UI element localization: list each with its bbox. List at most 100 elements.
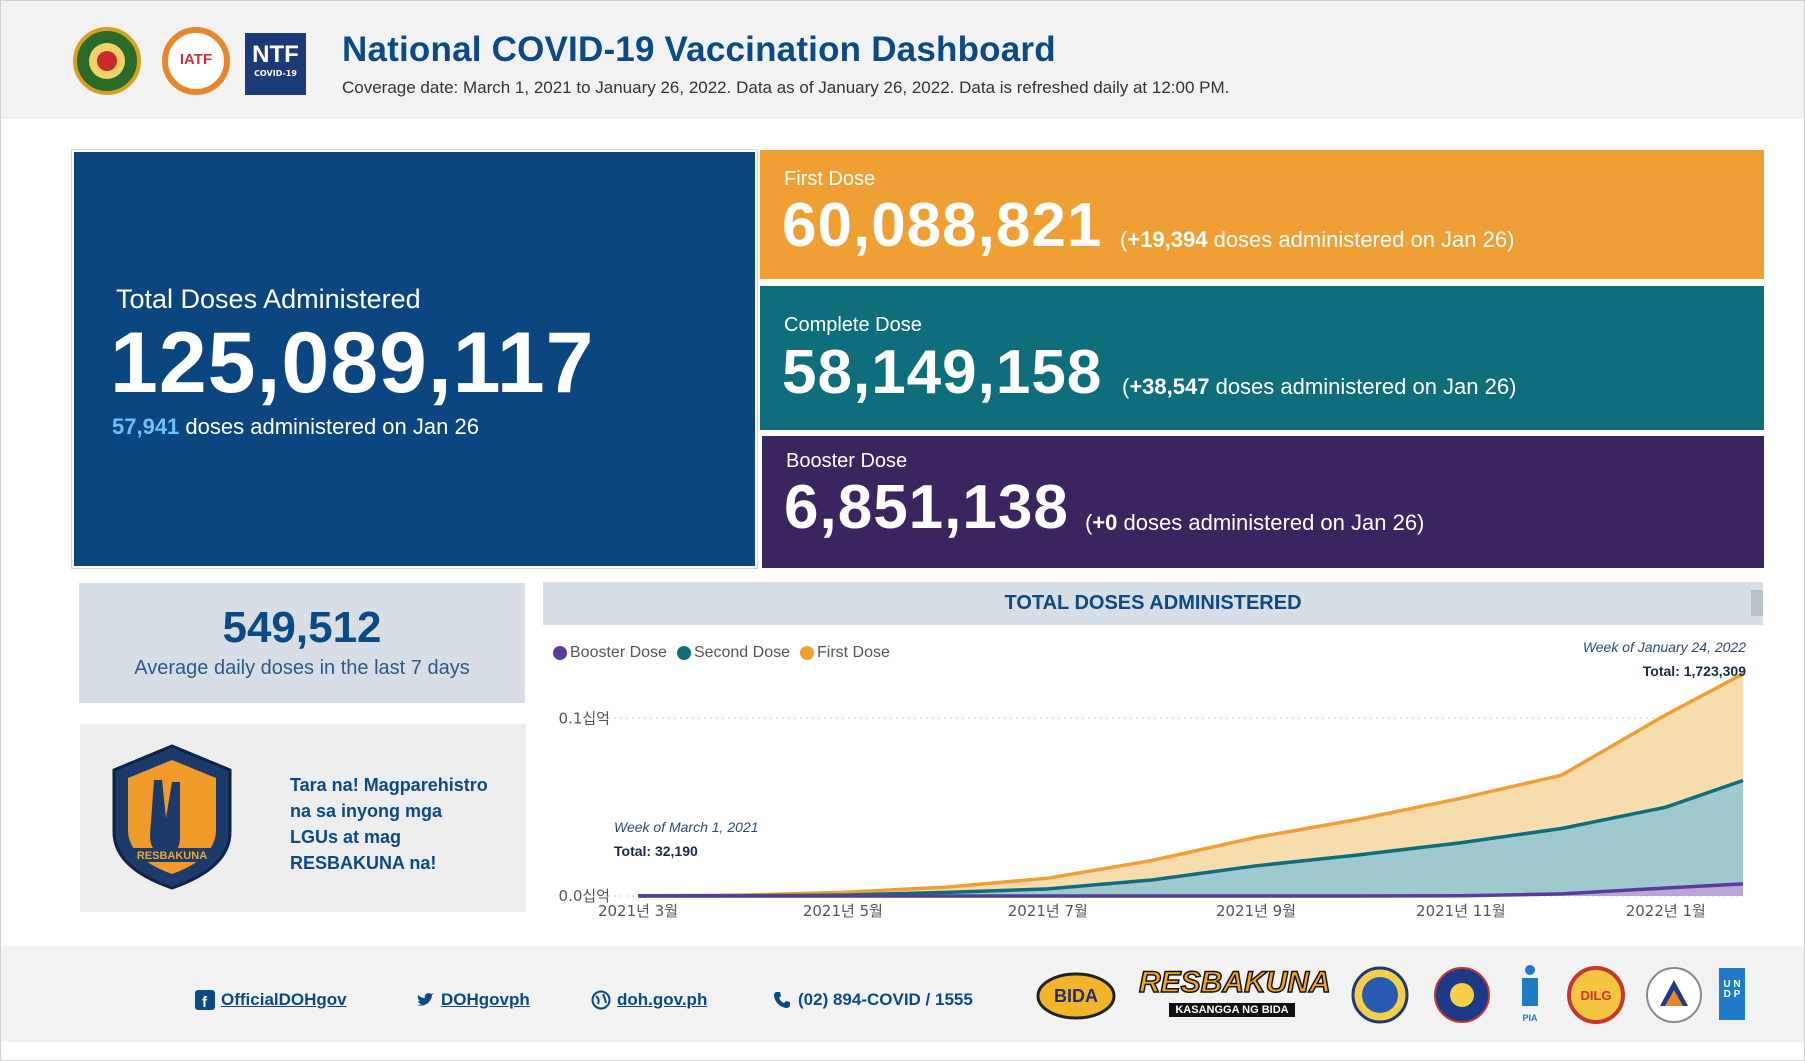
agency-seal-logo [1646, 967, 1702, 1023]
undp-logo: U N D P [1719, 968, 1745, 1020]
booster-dose-delta: (+0 doses administered on Jan 26) [1085, 510, 1424, 536]
chart-title: TOTAL DOSES ADMINISTERED [1004, 592, 1302, 614]
annotation-start: Week of March 1, 2021 Total: 32,190 [614, 819, 758, 859]
badge-text: RESBAKUNA [137, 850, 207, 862]
resbakuna-promo: RESBAKUNA Tara na! Magparehistro na sa i… [80, 724, 526, 912]
legend-label: Second Dose [693, 644, 790, 661]
first-dose-label: First Dose [784, 168, 876, 190]
legend-label: First Dose [817, 644, 890, 661]
website-link[interactable]: doh.gov.ph [591, 990, 707, 1010]
facebook-label[interactable]: OfficialDOHgov [221, 990, 347, 1009]
x-tick-label: 2021년 7월 [1008, 902, 1088, 920]
y-tick-label: 0.0십억 [559, 887, 610, 905]
bida-logo: BIDA [1036, 972, 1116, 1020]
annotation-end-total: Total: 1,723,309 [1642, 663, 1746, 679]
x-tick-label: 2021년 9월 [1216, 902, 1296, 920]
iatf-logo: IATF [162, 27, 230, 95]
pia-icon [1522, 965, 1538, 1006]
pia-text: PIA [1522, 1013, 1538, 1023]
total-daily-value: 57,941 [112, 414, 180, 439]
phone-label: (02) 894-COVID / 1555 [798, 990, 973, 1009]
y-tick-label: 0.1십억 [559, 709, 610, 727]
doses-area-chart[interactable]: 0.0십억 0.1십억 2021년 3월 2021년 5월 2021년 7월 2021년 … [543, 625, 1763, 935]
first-dose-line [637, 672, 1744, 898]
booster-dose-area [638, 883, 1743, 896]
first-dose-delta-value: +19,394 [1127, 227, 1208, 252]
legend-label: Booster Dose [570, 644, 667, 661]
second-dose-area [638, 780, 1743, 896]
website-label[interactable]: doh.gov.ph [617, 990, 708, 1009]
doh-seal-logo [73, 27, 141, 95]
x-tick-label: 2021년 5월 [803, 902, 883, 920]
delta-open: ( [1122, 374, 1130, 399]
booster-dose-card: Booster Dose 6,851,138 (+0 doses adminis… [762, 436, 1764, 568]
government-seal-logo [1434, 967, 1490, 1023]
delta-open: ( [1120, 227, 1128, 252]
chart-header: TOTAL DOSES ADMINISTERED [543, 582, 1763, 625]
annotation-start-week: Week of March 1, 2021 [614, 819, 759, 835]
delta-open: ( [1085, 510, 1093, 535]
dilg-text: DILG [1580, 988, 1611, 1003]
twitter-label[interactable]: DOHgovph [441, 990, 530, 1009]
annotation-end-week: Week of January 24, 2022 [1582, 639, 1746, 655]
pia-logo: PIA [1517, 964, 1543, 1023]
chart-legend: Booster Dose Second Dose First Dose [553, 644, 890, 662]
average-daily-card: 549,512 Average daily doses in the last … [79, 583, 525, 703]
legend-item-second[interactable]: Second Dose [676, 644, 790, 662]
annotation-end: Week of January 24, 2022 Total: 1,723,30… [1470, 639, 1746, 679]
legend-item-first[interactable]: First Dose [800, 644, 890, 662]
total-doses-card: Total Doses Administered 125,089,117 57,… [71, 149, 758, 569]
complete-dose-card: Complete Dose 58,149,158 (+38,547 doses … [760, 286, 1764, 430]
total-doses-value: 125,089,117 [110, 315, 595, 411]
undp-text: U N D P [1723, 979, 1741, 1000]
x-tick-label: 2021년 3월 [598, 902, 678, 920]
booster-dose-label: Booster Dose [786, 450, 908, 472]
booster-dose-line [638, 882, 1744, 898]
complete-dose-delta-text: doses administered on Jan 26) [1209, 374, 1517, 399]
total-doses-label: Total Doses Administered [116, 284, 421, 314]
globe-icon [591, 990, 611, 1010]
first-dose-delta: (+19,394 doses administered on Jan 26) [1120, 227, 1514, 253]
x-tick-label: 2021년 11월 [1416, 902, 1506, 920]
total-doses-daily: 57,941 doses administered on Jan 26 [112, 414, 479, 440]
booster-dose-delta-value: +0 [1092, 510, 1118, 535]
coverage-subtitle: Coverage date: March 1, 2021 to January … [342, 78, 1230, 97]
phone-icon [772, 990, 792, 1010]
total-daily-text: doses administered on Jan 26 [179, 414, 479, 439]
resbakuna-text: RESBAKUNA [1138, 965, 1331, 1000]
first-dose-delta-text: doses administered on Jan 26) [1207, 227, 1515, 252]
chart-scrollbar[interactable] [1751, 590, 1763, 616]
pcoo-seal-logo [1351, 966, 1409, 1024]
promo-text: Tara na! Magparehistro na sa inyong mga … [290, 775, 488, 873]
resbakuna-subtext: KASANGGA NG BIDA [1169, 1003, 1295, 1017]
twitter-icon [415, 991, 435, 1009]
twitter-link[interactable]: DOHgovph [415, 990, 530, 1010]
complete-dose-delta: (+38,547 doses administered on Jan 26) [1122, 374, 1516, 400]
facebook-icon: f [195, 990, 215, 1010]
vaccinated-badge-icon: RESBAKUNA [112, 744, 232, 890]
x-tick-label: 2022년 1월 [1626, 902, 1706, 920]
booster-dose-delta-text: doses administered on Jan 26) [1117, 510, 1425, 535]
legend-dot [800, 646, 814, 660]
footer: f OfficialDOHgov DOHgovph doh.gov.ph (02… [1, 946, 1804, 1042]
first-dose-card: First Dose 60,088,821 (+19,394 doses adm… [760, 150, 1764, 279]
hotline-text: (02) 894-COVID / 1555 [772, 990, 973, 1010]
legend-dot [676, 646, 691, 660]
booster-dose-value: 6,851,138 [784, 473, 1069, 542]
average-daily-value: 549,512 [222, 603, 382, 652]
facebook-link[interactable]: f OfficialDOHgov [195, 990, 347, 1010]
ntf-logo: NTF COVID-19 [245, 33, 306, 95]
header: IATF NTF COVID-19 National COVID-19 Vacc… [1, 1, 1804, 119]
svg-text:f: f [202, 994, 208, 1010]
complete-dose-label: Complete Dose [784, 314, 922, 336]
legend-dot [553, 646, 567, 660]
page-title: National COVID-19 Vaccination Dashboard [342, 30, 1056, 69]
legend-item-booster[interactable]: Booster Dose [553, 644, 667, 662]
dilg-logo: DILG [1567, 966, 1625, 1024]
resbakuna-logo: RESBAKUNA KASANGGA NG BIDA [1138, 965, 1331, 1018]
complete-dose-delta-value: +38,547 [1129, 374, 1210, 399]
annotation-start-total: Total: 32,190 [614, 843, 698, 859]
complete-dose-value: 58,149,158 [782, 338, 1103, 407]
bida-text: BIDA [1054, 986, 1098, 1006]
average-daily-label: Average daily doses in the last 7 days [134, 657, 470, 679]
